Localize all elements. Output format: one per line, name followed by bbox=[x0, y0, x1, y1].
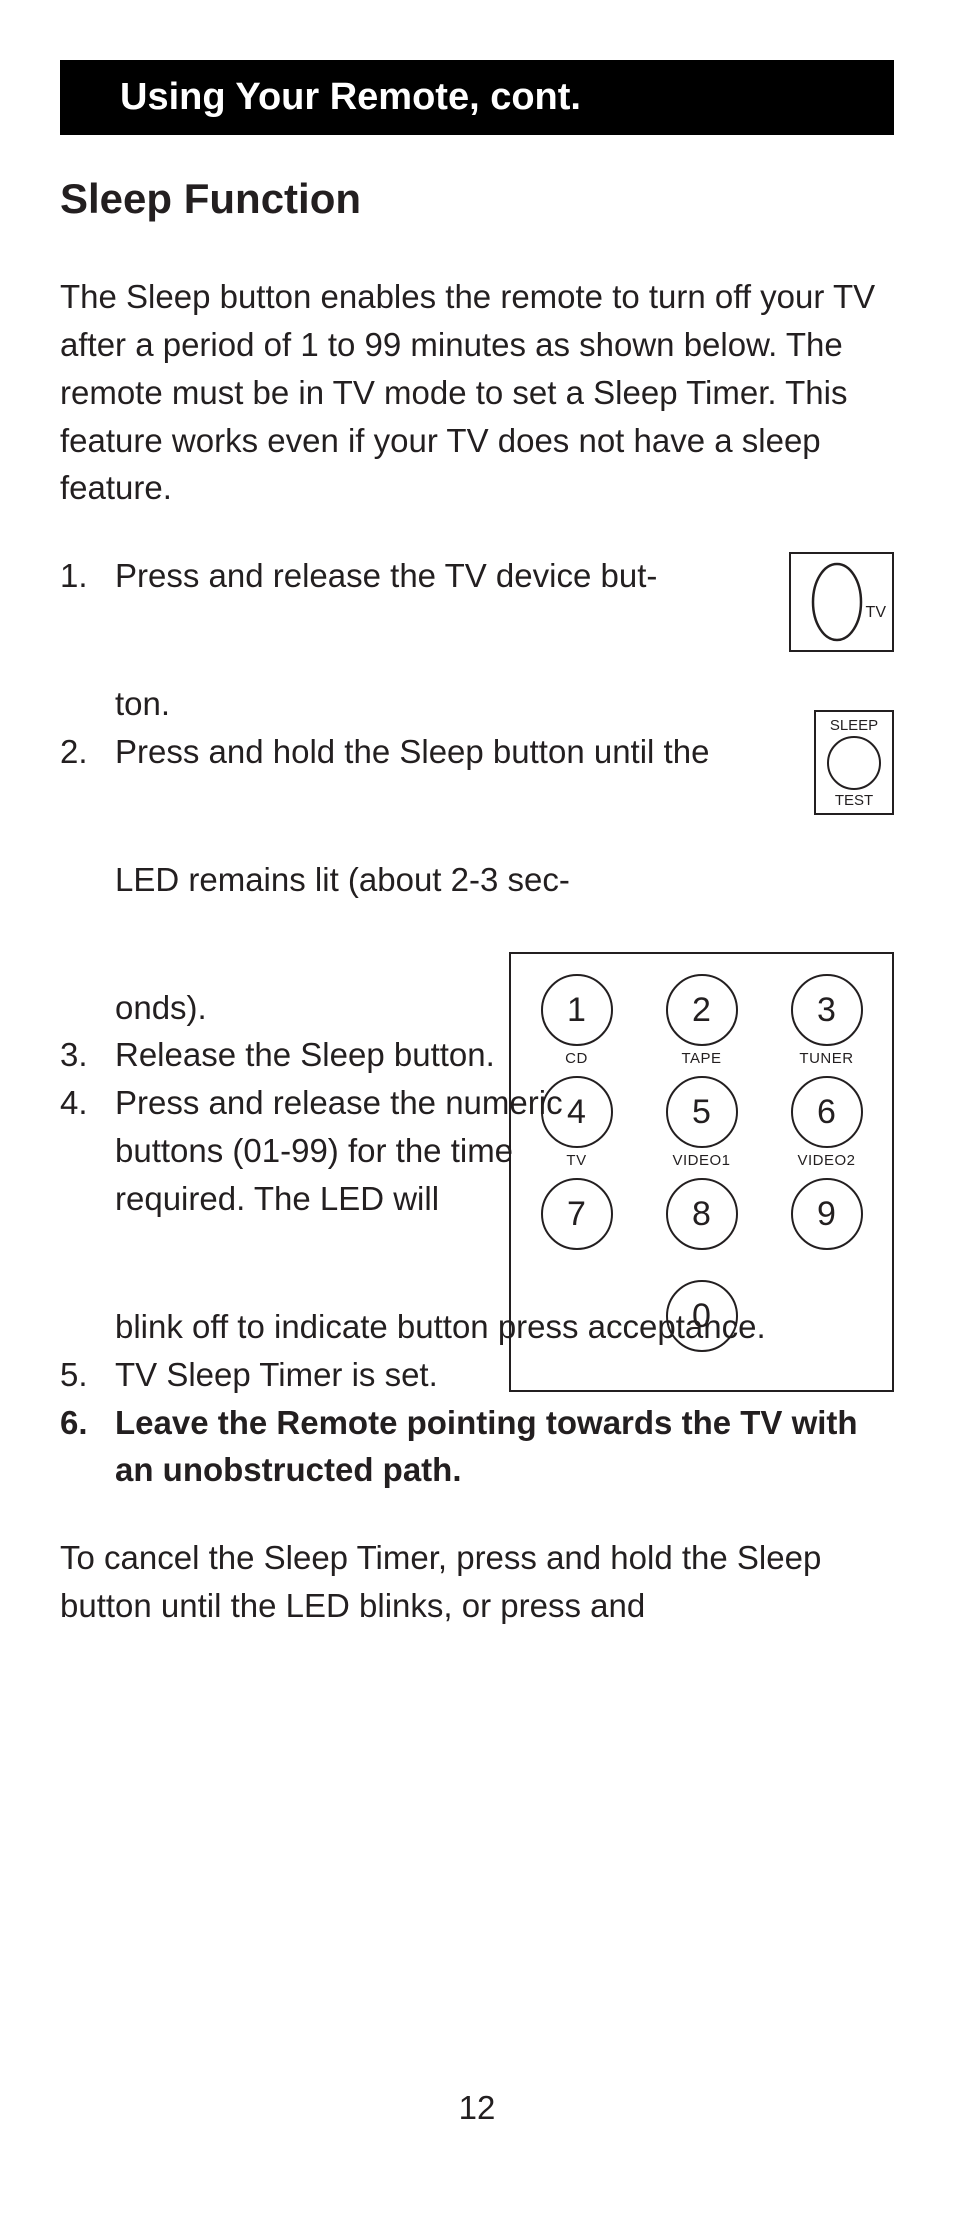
step-3: Release the Sleep button. bbox=[60, 1031, 894, 1079]
step-2-text-c: onds). bbox=[115, 989, 207, 1026]
content-area: TV SLEEP TEST 1 CD 2 TAPE 3 TUNER bbox=[60, 552, 894, 1630]
step-4-text-a: Press and release the numeric buttons (0… bbox=[115, 1084, 563, 1217]
step-5: TV Sleep Timer is set. bbox=[60, 1351, 894, 1399]
header-bar: Using Your Remote, cont. bbox=[60, 60, 894, 135]
cancel-paragraph: To cancel the Sleep Timer, press and hol… bbox=[60, 1534, 894, 1630]
header-title: Using Your Remote, cont. bbox=[120, 76, 581, 118]
step-1: Press and release the TV device but- ton… bbox=[60, 552, 894, 728]
step-4-text-b: blink off to indicate button press accep… bbox=[115, 1308, 766, 1345]
page-number: 12 bbox=[0, 2089, 954, 2127]
steps-list: Press and release the TV device but- ton… bbox=[60, 552, 894, 1494]
section-title: Sleep Function bbox=[60, 175, 894, 223]
step-6-text: Leave the Remote pointing towards the TV… bbox=[115, 1404, 858, 1489]
step-2-text-a: Press and hold the Sleep button until th… bbox=[115, 733, 709, 770]
step-1-text-b: ton. bbox=[115, 685, 170, 722]
step-5-text: TV Sleep Timer is set. bbox=[115, 1356, 438, 1393]
step-1-text-a: Press and release the TV device but- bbox=[115, 557, 657, 594]
step-2: Press and hold the Sleep button until th… bbox=[60, 728, 894, 1032]
step-4: Press and release the numeric buttons (0… bbox=[60, 1079, 894, 1350]
intro-paragraph: The Sleep button enables the remote to t… bbox=[60, 273, 894, 512]
step-3-text: Release the Sleep button. bbox=[115, 1036, 495, 1073]
step-2-text-b: LED remains lit (about 2-3 sec- bbox=[115, 861, 570, 898]
step-6: Leave the Remote pointing towards the TV… bbox=[60, 1399, 894, 1495]
